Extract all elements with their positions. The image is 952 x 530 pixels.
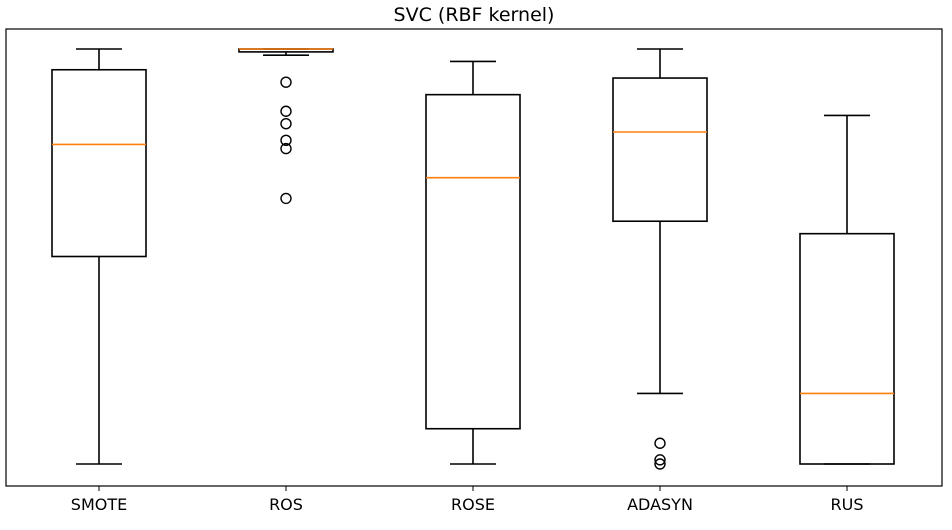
x-tick-group: SMOTE ROS ROSE ADASYN RUS — [71, 486, 864, 514]
box-ros — [238, 48, 334, 205]
outlier-ros-0 — [280, 76, 292, 88]
box-adasyn — [612, 48, 708, 470]
box-smote — [51, 48, 147, 465]
outlier-ros-4 — [280, 142, 292, 155]
x-tick-label-rose: ROSE — [451, 495, 495, 514]
outlier-adasyn-2 — [654, 458, 666, 470]
iqr-box-smote — [51, 68, 147, 258]
box-rose — [425, 60, 521, 465]
outlier-ros-3 — [280, 134, 292, 147]
chart-title: SVC (RBF kernel) — [394, 4, 555, 26]
plot-frame — [5, 28, 943, 487]
outlier-adasyn-1 — [654, 454, 666, 466]
outlier-ros-1 — [280, 105, 292, 117]
iqr-box-adasyn — [612, 77, 708, 223]
outlier-ros-2 — [280, 117, 292, 130]
x-tick-label-ros: ROS — [269, 495, 303, 514]
iqr-box-rus — [799, 232, 895, 465]
x-tick-label-smote: SMOTE — [71, 495, 127, 514]
outlier-ros-5 — [280, 192, 292, 205]
x-tick-label-adasyn: ADASYN — [627, 495, 693, 514]
iqr-box-rose — [425, 93, 521, 430]
outlier-adasyn-0 — [654, 437, 666, 449]
box-rus — [799, 114, 895, 465]
boxes-group — [51, 48, 895, 470]
x-tick-label-rus: RUS — [831, 495, 864, 514]
